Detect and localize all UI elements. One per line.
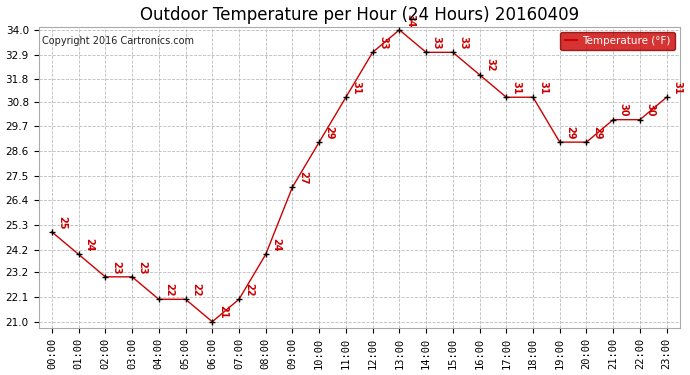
Text: 30: 30 [619, 104, 629, 117]
Text: Copyright 2016 Cartronics.com: Copyright 2016 Cartronics.com [41, 36, 194, 45]
Text: 24: 24 [84, 238, 94, 252]
Text: 31: 31 [512, 81, 522, 94]
Text: 33: 33 [458, 36, 469, 50]
Text: 21: 21 [218, 306, 228, 319]
Text: 33: 33 [432, 36, 442, 50]
Title: Outdoor Temperature per Hour (24 Hours) 20160409: Outdoor Temperature per Hour (24 Hours) … [139, 6, 579, 24]
Text: 22: 22 [164, 283, 175, 297]
Text: 32: 32 [485, 58, 495, 72]
Text: 23: 23 [137, 261, 148, 274]
Text: 29: 29 [325, 126, 335, 140]
Text: 23: 23 [111, 261, 121, 274]
Text: 24: 24 [271, 238, 282, 252]
Text: 29: 29 [565, 126, 575, 140]
Text: 31: 31 [351, 81, 362, 94]
Text: 31: 31 [672, 81, 682, 94]
Text: 22: 22 [191, 283, 201, 297]
Text: 27: 27 [298, 171, 308, 184]
Text: 30: 30 [645, 104, 656, 117]
Text: 34: 34 [405, 13, 415, 27]
Legend: Temperature (°F): Temperature (°F) [560, 32, 675, 50]
Text: 31: 31 [539, 81, 549, 94]
Text: 22: 22 [244, 283, 255, 297]
Text: 29: 29 [592, 126, 602, 140]
Text: 25: 25 [57, 216, 68, 229]
Text: 33: 33 [378, 36, 388, 50]
